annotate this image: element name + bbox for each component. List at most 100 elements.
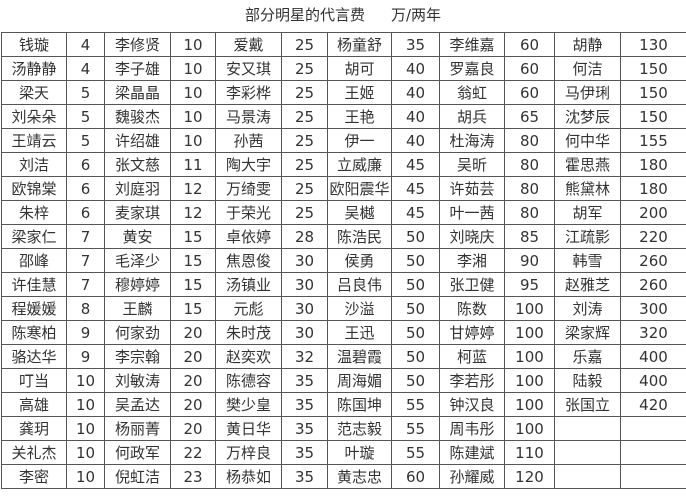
- celebrity-name-cell: 许绍雄: [104, 128, 171, 153]
- celebrity-name-cell: 韩雪: [554, 248, 621, 273]
- fee-cell: 10: [170, 104, 216, 129]
- fee-cell: 11: [170, 152, 216, 177]
- fee-cell: 110: [504, 440, 555, 465]
- table-row: 梁天 5 梁晶晶 10 李彩桦 25 王姬 40 翁虹 60 马伊琍 150: [1, 80, 686, 105]
- fee-cell: 6: [66, 200, 105, 225]
- fee-cell: 60: [504, 80, 555, 105]
- celebrity-name-cell: 胡兵: [439, 104, 505, 129]
- table-row: 欧锦棠 6 刘庭羽 12 万绮雯 25 欧阳震华 45 许茹芸 80 熊黛林 180: [1, 176, 686, 201]
- celebrity-name-cell: 安又琪: [215, 56, 282, 81]
- fee-cell: 35: [281, 416, 328, 441]
- celebrity-name-cell: 朱时茂: [215, 320, 282, 345]
- celebrity-name-cell: 周韦彤: [439, 416, 505, 441]
- fee-cell: 22: [170, 440, 216, 465]
- celebrity-name-cell: 熊黛林: [554, 176, 621, 201]
- fee-cell: 65: [504, 104, 555, 129]
- table-row: 程媛媛 8 王麟 15 元彪 30 沙溢 50 陈数 100 刘涛 300: [1, 296, 686, 321]
- fee-cell: 420: [620, 392, 686, 417]
- celebrity-name-cell: 陶大宇: [215, 152, 282, 177]
- celebrity-name-cell: 伊一: [327, 128, 392, 153]
- fee-cell: 30: [281, 296, 328, 321]
- celebrity-name-cell: 立威廉: [327, 152, 392, 177]
- title-text: 部分明星的代言费: [244, 6, 365, 24]
- fee-cell: 40: [391, 56, 440, 81]
- fee-cell: 155: [620, 128, 686, 153]
- celebrity-name-cell: 万绮雯: [215, 176, 282, 201]
- fee-cell: 7: [66, 272, 105, 297]
- endorsement-fee-table: 钱璇 4 李修贤 10 爱戴 25 杨童舒 35 李维嘉 60 胡静 130 汤静静 4 李子雄 10 安又琪 2…: [1, 32, 686, 489]
- celebrity-name-cell: 李子雄: [104, 56, 171, 81]
- celebrity-name-cell: 胡军: [554, 200, 621, 225]
- table-row: 叮当 10 刘敏涛 20 陈德容 35 周海媚 50 李若彤 100 陆毅 400: [1, 368, 686, 393]
- celebrity-name-cell: 钟汉良: [439, 392, 505, 417]
- fee-cell: 180: [620, 152, 686, 177]
- celebrity-name-cell: 许茹芸: [439, 176, 505, 201]
- fee-cell: 55: [391, 416, 440, 441]
- celebrity-name-cell: 穆婷婷: [104, 272, 171, 297]
- celebrity-name-cell: 罗嘉良: [439, 56, 505, 81]
- celebrity-name-cell: 孙耀威: [439, 464, 505, 489]
- fee-cell: 20: [170, 320, 216, 345]
- fee-cell: 60: [391, 464, 440, 489]
- fee-cell: 80: [504, 128, 555, 153]
- celebrity-name-cell: 何政军: [104, 440, 171, 465]
- celebrity-name-cell: 汤镇业: [215, 272, 282, 297]
- table-row: 汤静静 4 李子雄 10 安又琪 25 胡可 40 罗嘉良 60 何洁 150: [1, 56, 686, 81]
- table-row: 骆达华 9 李宗翰 20 赵奕欢 32 温碧霞 50 柯蓝 100 乐嘉 400: [1, 344, 686, 369]
- celebrity-name-cell: 关礼杰: [1, 440, 67, 465]
- celebrity-name-cell: 李修贤: [104, 32, 171, 57]
- fee-cell: 100: [504, 320, 555, 345]
- celebrity-name-cell: 赵奕欢: [215, 344, 282, 369]
- fee-cell: 200: [620, 200, 686, 225]
- celebrity-name-cell: 陈德容: [215, 368, 282, 393]
- fee-cell: 80: [504, 200, 555, 225]
- fee-cell: 10: [66, 368, 105, 393]
- celebrity-name-cell: 刘晓庆: [439, 224, 505, 249]
- fee-cell: 20: [170, 416, 216, 441]
- fee-cell: 10: [170, 128, 216, 153]
- fee-cell: 45: [391, 176, 440, 201]
- fee-cell: 15: [170, 296, 216, 321]
- celebrity-name-cell: 赵雅芝: [554, 272, 621, 297]
- fee-cell: 10: [170, 56, 216, 81]
- fee-cell: 10: [170, 32, 216, 57]
- fee-cell: [620, 416, 686, 441]
- fee-cell: 10: [66, 440, 105, 465]
- celebrity-name-cell: 王姬: [327, 80, 392, 105]
- celebrity-name-cell: 李宗翰: [104, 344, 171, 369]
- celebrity-name-cell: 刘敏涛: [104, 368, 171, 393]
- fee-cell: 25: [281, 152, 328, 177]
- celebrity-name-cell: 王艳: [327, 104, 392, 129]
- celebrity-name-cell: 欧锦棠: [1, 176, 67, 201]
- celebrity-name-cell: 王靖云: [1, 128, 67, 153]
- celebrity-name-cell: 马景涛: [215, 104, 282, 129]
- fee-cell: 130: [620, 32, 686, 57]
- fee-cell: 15: [170, 272, 216, 297]
- fee-cell: 400: [620, 344, 686, 369]
- celebrity-name-cell: 万梓良: [215, 440, 282, 465]
- celebrity-name-cell: 汤静静: [1, 56, 67, 81]
- fee-cell: 10: [66, 416, 105, 441]
- celebrity-name-cell: 叶璇: [327, 440, 392, 465]
- fee-cell: 23: [170, 464, 216, 489]
- celebrity-name-cell: 张卫健: [439, 272, 505, 297]
- celebrity-name-cell: 梁家辉: [554, 320, 621, 345]
- celebrity-name-cell: 麦家琪: [104, 200, 171, 225]
- celebrity-name-cell: 陆毅: [554, 368, 621, 393]
- fee-cell: 90: [504, 248, 555, 273]
- celebrity-name-cell: 孙茜: [215, 128, 282, 153]
- fee-cell: 25: [281, 200, 328, 225]
- fee-cell: 8: [66, 296, 105, 321]
- celebrity-name-cell: 梁天: [1, 80, 67, 105]
- celebrity-name-cell: 爱戴: [215, 32, 282, 57]
- fee-cell: 50: [391, 344, 440, 369]
- fee-cell: 6: [66, 152, 105, 177]
- fee-cell: 320: [620, 320, 686, 345]
- fee-cell: 5: [66, 104, 105, 129]
- celebrity-name-cell: 杨恭如: [215, 464, 282, 489]
- fee-cell: 60: [504, 56, 555, 81]
- table-title: 部分明星的代言费 万/两年: [0, 4, 686, 25]
- fee-cell: 35: [281, 464, 328, 489]
- fee-cell: 25: [281, 176, 328, 201]
- fee-cell: 150: [620, 104, 686, 129]
